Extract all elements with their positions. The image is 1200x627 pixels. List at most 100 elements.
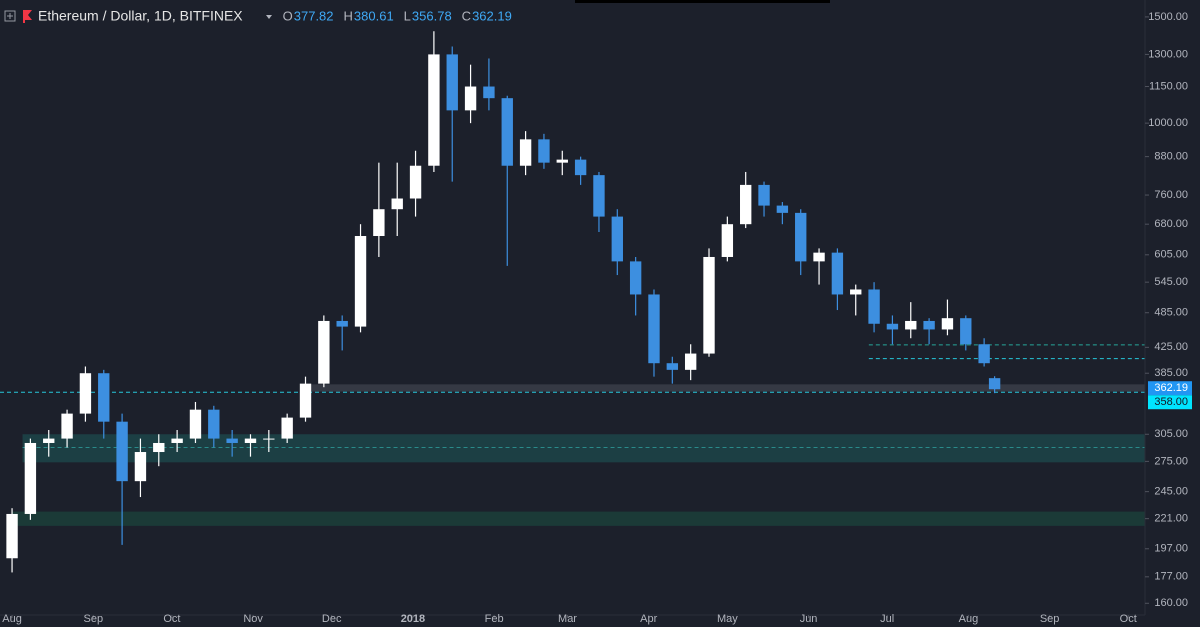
candle-body [740,184,752,225]
exchange-flag [23,10,32,23]
y-tick-label: 197.00 [1154,543,1188,555]
candle-body [171,438,183,443]
x-tick-label: Nov [243,613,263,625]
top-bar [575,0,830,3]
candle-body [483,86,495,99]
candle-body [648,294,660,364]
ohlc-key: H [344,8,353,23]
candle-body [758,184,770,206]
candle-body [501,98,513,166]
plot-area [0,31,1146,573]
x-tick-label: May [717,613,738,625]
y-tick-label: 160.00 [1154,597,1188,609]
y-tick-label: 245.00 [1154,486,1188,498]
candle-body [373,209,385,237]
candle-body [299,383,312,418]
y-tick-label: 680.00 [1154,218,1188,230]
candle-body [354,236,367,327]
candle-body [703,256,715,354]
y-tick-label: 177.00 [1154,571,1188,583]
x-tick-label: Dec [322,613,342,625]
candle-body [886,323,899,330]
y-tick-label: 385.00 [1154,367,1188,379]
zone [300,384,1146,392]
y-tick-label: 605.00 [1154,249,1188,261]
header: Ethereum / Dollar, 1D, BITFINEX [4,8,272,24]
candle-body [941,318,954,330]
candle-body [850,289,862,295]
candle-body [281,417,293,439]
x-tick-label: 2018 [401,613,425,625]
candle-body [244,438,257,443]
x-tick-label: Jul [880,613,894,625]
expand-icon[interactable] [4,10,16,22]
y-tick-label: 760.00 [1154,189,1188,201]
x-tick-label: Mar [558,613,577,625]
y-tick-label: 1150.00 [1149,80,1188,92]
line-price-label: 358.00 [1154,396,1188,408]
candle-body [336,320,348,327]
y-tick-label: 275.00 [1154,455,1188,467]
x-tick-label: Aug [959,613,979,625]
ohlc-key: O [283,8,293,23]
candle-body [189,409,202,439]
candle-body [923,320,935,330]
y-tick-label: 425.00 [1154,341,1188,353]
y-tick-label: 1500.00 [1148,11,1188,23]
candle-body [611,216,623,262]
candle-body [98,373,110,422]
zone [22,434,1145,463]
y-tick-label: 1000.00 [1148,117,1188,129]
candle-body [868,289,880,324]
x-tick-label: Sep [83,613,103,625]
ohlc-value: 356.78 [412,8,452,23]
candle-body [153,442,165,453]
candle-body [24,442,37,514]
candle-body [684,353,697,370]
y-tick-label: 305.00 [1154,428,1188,440]
candle-body [318,320,330,384]
ohlc-value: 377.82 [294,8,334,23]
candle-body [226,438,238,443]
candle-body [574,159,587,176]
candle-body [960,318,972,345]
y-tick-label: 880.00 [1154,151,1188,163]
candle-body [519,139,532,166]
candle-body [831,252,844,295]
x-tick-label: Oct [163,613,180,625]
candle-body [263,438,275,440]
expand-icon-plus [7,13,13,19]
y-tick-label: 545.00 [1154,276,1188,288]
candle-body [391,198,403,210]
candle-body [409,165,422,199]
ohlc-key: L [404,8,411,23]
last-price-label: 362.19 [1154,382,1188,394]
chart-title[interactable]: Ethereum / Dollar, 1D, BITFINEX [38,8,243,24]
last-price-box [1148,381,1192,396]
zone [12,511,1146,526]
candle-body [813,252,825,262]
y-tick-label: 485.00 [1154,307,1188,319]
candle-body [116,421,128,482]
candle-body [666,363,679,370]
candle-body [905,320,917,330]
ohlc-value: 380.61 [354,8,394,23]
ohlc-value: 362.19 [472,8,512,23]
candle-body [134,452,147,482]
x-tick-label: Feb [485,613,504,625]
y-tick-label: 221.00 [1154,513,1188,525]
line-price-box [1148,395,1192,410]
candle-body [428,54,440,166]
dropdown-arrow[interactable] [266,15,272,19]
candle-body [6,513,18,559]
candle-body [61,413,73,439]
candle-body [978,344,990,364]
candle-body [795,212,807,262]
candle-body [556,159,568,163]
candle-body [593,175,605,217]
candle-body [79,373,92,414]
candle-body [776,205,789,213]
